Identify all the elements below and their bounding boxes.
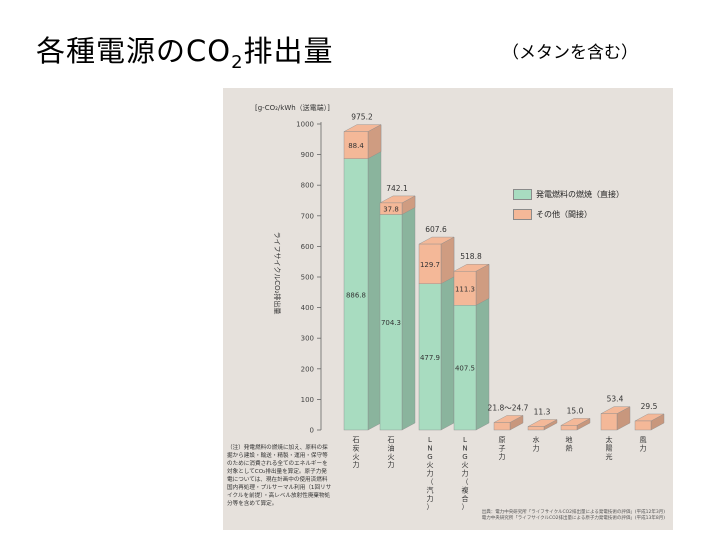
legend-item-indirect: その他（間接）: [513, 209, 624, 220]
y-tick-label: 0: [310, 427, 314, 435]
bar-segment-direct: [343, 158, 369, 431]
y-tick-label: 600: [301, 243, 314, 251]
bar-segment-indirect: [343, 131, 369, 159]
source-line-1: 出典：電力中央研究所「ライフサイクルCO2排出量による発電技術の評価」(平成12…: [481, 510, 665, 515]
direct-value-label: 407.5: [455, 365, 475, 373]
x-category-label: 石油火力: [388, 436, 395, 469]
total-value-label: 29.5: [641, 402, 658, 411]
slide-title-subscript: 2: [231, 52, 244, 73]
x-category-label: 地熱: [566, 435, 573, 452]
chart-legend: 発電燃料の燃焼（直接） その他（間接）: [513, 189, 624, 229]
indirect-value-label: 37.8: [383, 206, 399, 214]
x-category-label: 太陽光: [606, 435, 613, 461]
y-tick-label: 400: [301, 304, 314, 312]
total-value-label: 11.3: [534, 408, 551, 417]
bar-segment-indirect: [527, 426, 545, 431]
y-axis-title: ライフサイクルCO₂排出量: [273, 232, 282, 315]
total-value-label: 607.6: [425, 225, 447, 234]
total-value-label: 975.2: [351, 113, 373, 122]
bar-segment-indirect: [493, 422, 511, 431]
y-tick-label: 500: [301, 274, 314, 282]
chart-source: 出典：電力中央研究所「ライフサイクルCO2排出量による発電技術の評価」(平成12…: [482, 510, 665, 522]
y-tick-label: 800: [301, 182, 314, 190]
source-line-2: 電力中央研究所「ライフサイクルCO2排出量による原子力発電技術の評価」(平成13…: [481, 516, 665, 521]
y-tick-label: 100: [301, 396, 314, 404]
bar-segment-indirect: [600, 413, 618, 431]
legend-item-direct: 発電燃料の燃焼（直接）: [513, 189, 624, 200]
slide-title-tail: 排出量: [243, 34, 334, 68]
bar-segment-indirect: [560, 425, 578, 431]
x-category-label: 原子力: [499, 436, 506, 461]
bar-segment-indirect: [634, 420, 652, 431]
legend-label-indirect: その他（間接）: [536, 210, 592, 219]
total-value-label: 742.1: [386, 184, 408, 193]
total-value-label: 15.0: [567, 406, 584, 415]
y-tick-label: 1000: [296, 121, 314, 129]
bar-segment-indirect: [379, 202, 403, 215]
direct-value-label: 886.8: [346, 291, 366, 299]
legend-swatch-indirect: [513, 209, 532, 220]
legend-swatch-direct: [513, 189, 532, 200]
slide-title: 各種電源のCO2排出量: [36, 28, 334, 73]
indirect-value-label: 129.7: [420, 261, 440, 269]
y-tick-label: 700: [301, 212, 314, 220]
indirect-value-label: 111.3: [455, 285, 475, 293]
x-category-label: 石炭火力: [353, 436, 360, 469]
y-axis-unit: [g-CO₂/kWh（送電端）]: [255, 103, 330, 112]
direct-value-label: 477.9: [420, 354, 440, 362]
legend-label-direct: 発電燃料の燃焼（直接）: [536, 190, 624, 199]
y-tick-label: 300: [301, 335, 314, 343]
chart-figure: [g-CO₂/kWh（送電端）] ライフサイクルCO₂排出量 0 100 200 300 4…: [223, 88, 673, 530]
x-category-label: L N G 火力（複合）: [462, 436, 469, 511]
co2-bar-chart: [g-CO₂/kWh（送電端）] ライフサイクルCO₂排出量 0 100 200 300 4…: [255, 103, 665, 511]
bar-side-indirect: [440, 236, 455, 285]
total-value-label: 21.8〜24.7: [488, 403, 529, 412]
x-category-label: L N G 火力（汽力）: [427, 436, 434, 511]
chart-note: （注）発電燃料の燃焼に加え、原料の採掘から建設・輸送・精製・運用・保守等のために…: [227, 445, 332, 507]
x-category-label: 風力: [640, 436, 647, 452]
direct-value-label: 704.3: [381, 319, 401, 327]
y-tick-label: 900: [301, 151, 314, 159]
x-category-label: 水力: [533, 435, 540, 452]
bar-side: [401, 195, 416, 431]
indirect-value-label: 88.4: [348, 142, 364, 150]
bar-segment-indirect: [453, 271, 477, 306]
total-value-label: 518.8: [460, 252, 482, 261]
bar-side: [367, 124, 382, 431]
slide-title-main: 各種電源のCO: [36, 34, 232, 68]
y-tick-label: 200: [301, 365, 314, 373]
slide-subtitle: （メタンを含む）: [502, 43, 638, 63]
total-value-label: 53.4: [607, 395, 624, 404]
bar-segment-indirect: [418, 243, 442, 284]
